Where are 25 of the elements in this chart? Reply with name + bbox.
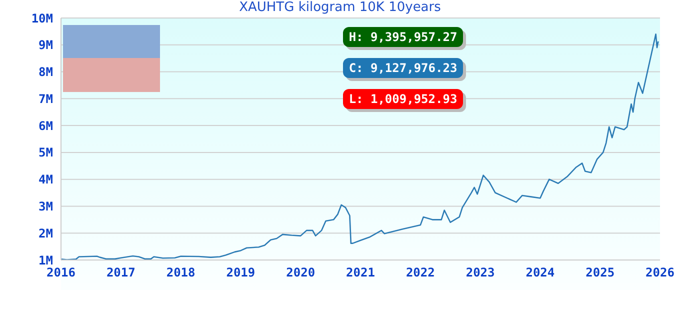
x-tick-label: 2025 xyxy=(586,266,615,280)
x-tick-label: 2018 xyxy=(166,266,196,280)
x-tick-label: 2021 xyxy=(346,266,375,280)
chart-title: XAUHTG kilogram 10K 10years xyxy=(239,0,441,15)
x-tick-label: 2020 xyxy=(286,266,316,280)
x-tick-label: 2022 xyxy=(406,266,435,280)
x-tick-label: 2019 xyxy=(226,266,256,280)
x-tick-label: 2023 xyxy=(466,266,495,280)
annotation: L: 1,009,952.93 xyxy=(343,89,463,109)
y-tick-label: 1M xyxy=(38,253,53,268)
x-tick-label: 2026 xyxy=(646,266,674,280)
annotation: H: 9,395,957.27 xyxy=(343,27,463,47)
x-tick-label: 2017 xyxy=(106,266,136,280)
annotation: C: 9,127,976.23 xyxy=(343,58,463,78)
y-tick-label: 10M xyxy=(31,11,53,26)
y-tick-label: 3M xyxy=(38,199,53,214)
x-tick-label: 2016 xyxy=(46,266,76,280)
y-tick-label: 2M xyxy=(38,226,53,240)
x-tick-label: 2024 xyxy=(526,266,555,280)
y-tick-label: 7M xyxy=(38,92,53,106)
y-tick-label: 4M xyxy=(38,172,53,187)
y-tick-label: 6M xyxy=(38,118,53,133)
y-tick-label: 5M xyxy=(38,146,53,160)
y-tick-label: 8M xyxy=(38,65,53,80)
y-tick-label: 9M xyxy=(38,38,53,52)
